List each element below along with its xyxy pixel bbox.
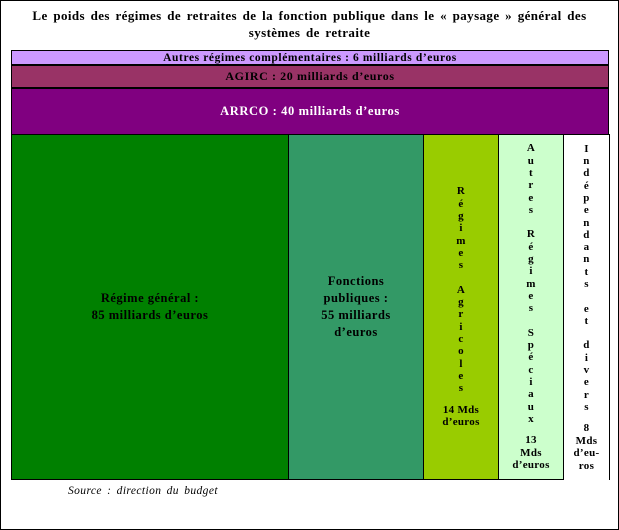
bar-label: ARRCO : 40 milliards d’euros [220,104,400,118]
column-amount: 13 Mds d’euros [512,434,550,472]
column-regimes-agricoles: R é g i m e s A g r i c o l e s 14 Mds d… [423,134,499,480]
bar-autres-regimes-complementaires: Autres régimes complémentaires : 6 milli… [11,50,609,65]
bar-agirc: AGIRC : 20 milliards d’euros [11,65,609,88]
chart-title: Le poids des régimes de retraites de la … [32,8,587,40]
column-vertical-label: R é g i m e s A g r i c o l e s [456,185,466,395]
bar-arrco: ARRCO : 40 milliards d’euros [11,88,609,135]
columns-row: Régime général : 85 milliards d’euros Fo… [11,134,610,480]
column-independants-et-divers: I n d é p e n d a n t s e t d i v e r s … [563,134,610,480]
top-bars-group: Autres régimes complémentaires : 6 milli… [11,50,609,135]
bar-label: Autres régimes complémentaires : 6 milli… [163,51,457,64]
column-regime-general: Régime général : 85 milliards d’euros [11,134,289,480]
column-label: Fonctions publiques : 55 milliards d’eur… [321,274,391,339]
column-amount: 8 Mds d’eu- ros [573,422,600,472]
column-label: Régime général : 85 milliards d’euros [91,291,209,322]
source-caption: Source : direction du budget [68,485,218,497]
column-fonctions-publiques: Fonctions publiques : 55 milliards d’eur… [288,134,424,480]
column-vertical-label: A u t r e s R é g i m e s S p é c i a u … [526,142,536,425]
column-autres-regimes-speciaux: A u t r e s R é g i m e s S p é c i a u … [498,134,564,480]
column-amount: 14 Mds d’euros [442,403,480,429]
bar-label: AGIRC : 20 milliards d’euros [225,69,395,83]
column-vertical-label: I n d é p e n d a n t s e t d i v e r s [583,142,590,413]
